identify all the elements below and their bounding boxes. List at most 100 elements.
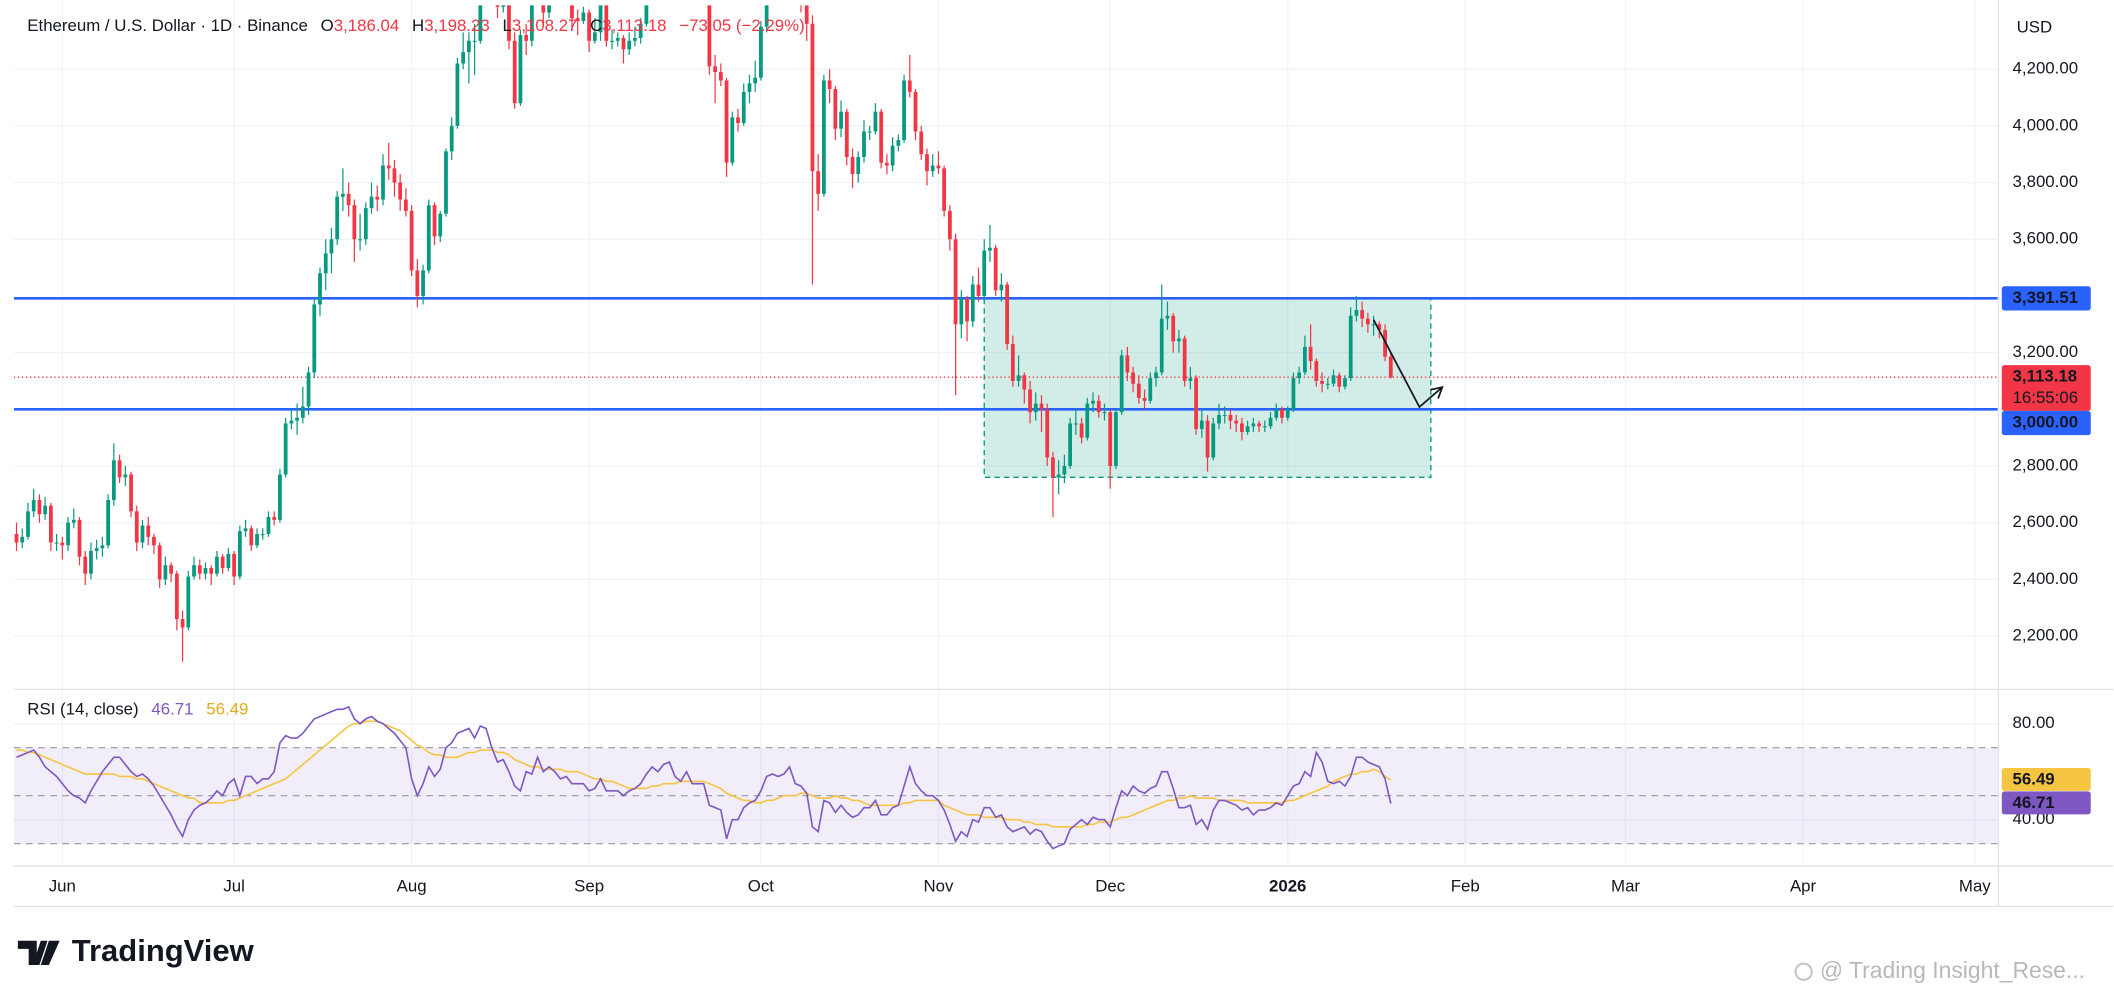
candle-body <box>266 517 271 535</box>
candle-body <box>1028 389 1032 413</box>
candle-body <box>381 165 385 200</box>
candle-body <box>844 111 849 158</box>
candle-body <box>54 542 59 544</box>
rsi-line <box>16 705 1392 850</box>
candle-body <box>621 37 626 50</box>
candle-body <box>472 40 477 42</box>
candle-body <box>1045 409 1050 458</box>
candle-body <box>169 565 174 574</box>
rsi-legend: RSI (14, close) 46.71 56.49 <box>27 700 248 719</box>
candle-body <box>180 619 185 628</box>
candle-body <box>833 89 838 129</box>
candle-body <box>232 553 237 577</box>
candle-body <box>884 162 889 166</box>
candle-body <box>1194 378 1198 430</box>
rsi-value-label: 56.49 <box>2013 770 2055 789</box>
candle-body <box>1360 310 1365 319</box>
candle-body <box>747 83 752 92</box>
candle-body <box>936 165 941 169</box>
candle-body <box>942 168 947 211</box>
currency: USD <box>2017 18 2053 37</box>
y-tick-label: 2,800.00 <box>2013 455 2079 474</box>
arrow-line <box>1372 319 1443 409</box>
x-tick-label: Mar <box>1611 876 1640 895</box>
candle-body <box>873 111 878 132</box>
candle-body <box>1308 346 1313 362</box>
candle-body <box>392 168 397 183</box>
candle-body <box>1016 375 1021 381</box>
level-label: 3,000.00 <box>2013 412 2079 431</box>
candle-body <box>415 270 420 296</box>
candle-body <box>988 247 992 251</box>
candle-body <box>1056 474 1061 478</box>
candle-body <box>20 536 25 543</box>
candle-body <box>1303 346 1307 373</box>
candle-body <box>209 568 214 574</box>
high-label: H <box>412 16 424 35</box>
candle-body <box>512 40 517 104</box>
candle-body <box>925 154 929 172</box>
candle-body <box>1079 423 1084 438</box>
candle-body <box>615 37 620 41</box>
candle-body <box>1102 412 1107 414</box>
candle-body <box>999 284 1004 291</box>
candle-body <box>272 517 277 520</box>
candle-body <box>329 239 334 254</box>
candle-body <box>1119 355 1124 413</box>
rsi-value-label-box <box>2001 791 2091 815</box>
candle-body <box>323 253 328 274</box>
candle-body <box>146 525 151 537</box>
candle-body <box>404 199 408 211</box>
candle-body <box>913 91 918 132</box>
candle-body <box>14 534 19 543</box>
candle-body <box>438 213 443 237</box>
candle-body <box>1388 356 1393 378</box>
y-tick-label: 3,200.00 <box>2013 342 2079 361</box>
candle-body <box>1222 414 1227 417</box>
candle-body <box>982 250 987 296</box>
x-tick-label: Jun <box>49 876 76 895</box>
y-tick-label: 4,200.00 <box>2013 59 2079 78</box>
candle-body <box>255 534 259 546</box>
candle-body <box>879 111 884 163</box>
candle-body <box>466 40 471 53</box>
candle-body <box>140 525 145 543</box>
candle-body <box>1125 355 1130 373</box>
candle-body <box>1245 426 1250 432</box>
candle-body <box>1280 409 1284 418</box>
candle-body <box>432 205 437 237</box>
candle-body <box>1297 372 1302 379</box>
candle-body <box>1337 375 1342 387</box>
candle-body <box>152 536 156 546</box>
candle-body <box>856 157 861 175</box>
candle-body <box>1234 420 1239 424</box>
candle-body <box>243 528 248 532</box>
rsi-ma-line <box>16 720 1392 828</box>
candle-body <box>1365 318 1370 325</box>
candle-body <box>627 40 632 50</box>
candle-body <box>157 545 162 580</box>
candle-body <box>896 140 901 146</box>
candle-body <box>736 117 740 124</box>
level-label-box <box>2001 410 2091 436</box>
candle-body <box>638 23 643 38</box>
y-tick-label: 3,600.00 <box>2013 229 2079 248</box>
candle-body <box>83 556 88 574</box>
candle-body <box>993 247 998 291</box>
candle-body <box>604 5 609 41</box>
candle-body <box>804 5 809 24</box>
watermark: @ Trading Insight_Rese... <box>1820 957 2085 983</box>
candle-body <box>1314 361 1319 381</box>
candle-body <box>289 420 294 424</box>
low-label: L <box>502 16 511 35</box>
rsi-value: 46.71 <box>151 700 193 719</box>
candle-body <box>1274 409 1279 418</box>
arrow-head <box>1430 385 1444 399</box>
low-value: 3,108.27 <box>512 16 578 35</box>
candle-body <box>192 565 196 577</box>
candle-body <box>117 460 122 478</box>
candle-body <box>1257 423 1261 427</box>
